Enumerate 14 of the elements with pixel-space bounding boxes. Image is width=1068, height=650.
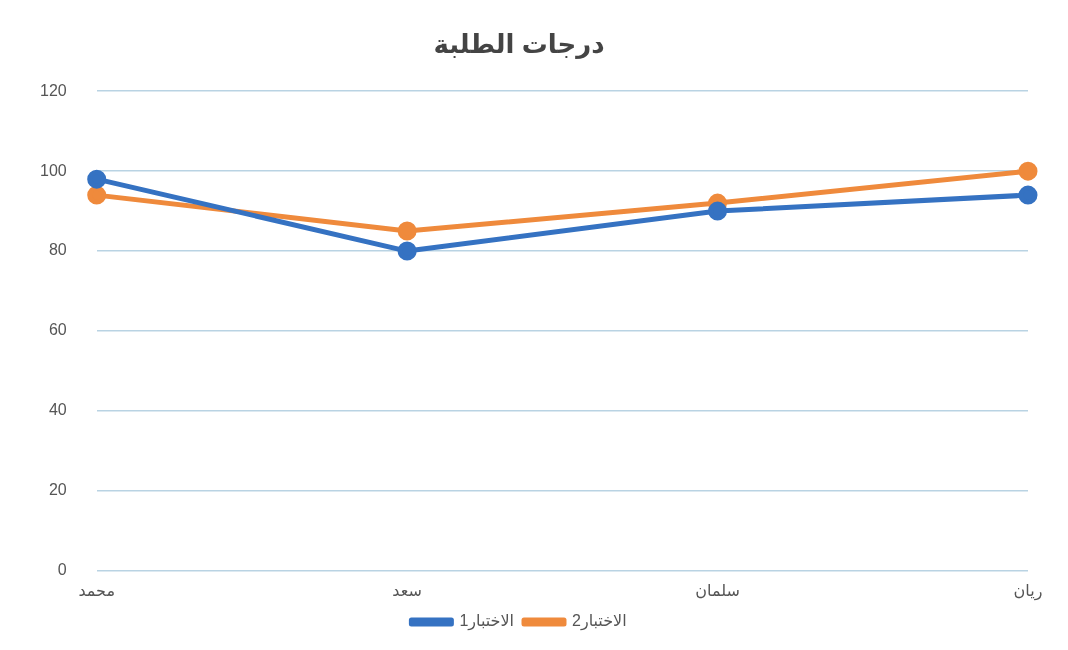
y-tick-label: 20 xyxy=(48,481,67,499)
x-tick-label: ريان xyxy=(1013,581,1043,601)
y-tick-label: 100 xyxy=(39,161,67,179)
y-tick-label: 60 xyxy=(48,321,67,339)
y-tick-label: 0 xyxy=(57,561,67,579)
y-tick-label: 40 xyxy=(48,401,67,419)
legend-label: الاختبار2 xyxy=(572,612,627,632)
chart-title: درجات الطلبة xyxy=(433,28,605,59)
x-tick-label: سعد xyxy=(392,581,422,599)
y-tick-label: 120 xyxy=(39,81,67,99)
x-tick-label: سلمان xyxy=(695,581,740,599)
legend-label: الاختبار1 xyxy=(459,612,515,632)
x-tick-label: محمد xyxy=(78,581,115,599)
y-tick-label: 80 xyxy=(48,241,67,259)
